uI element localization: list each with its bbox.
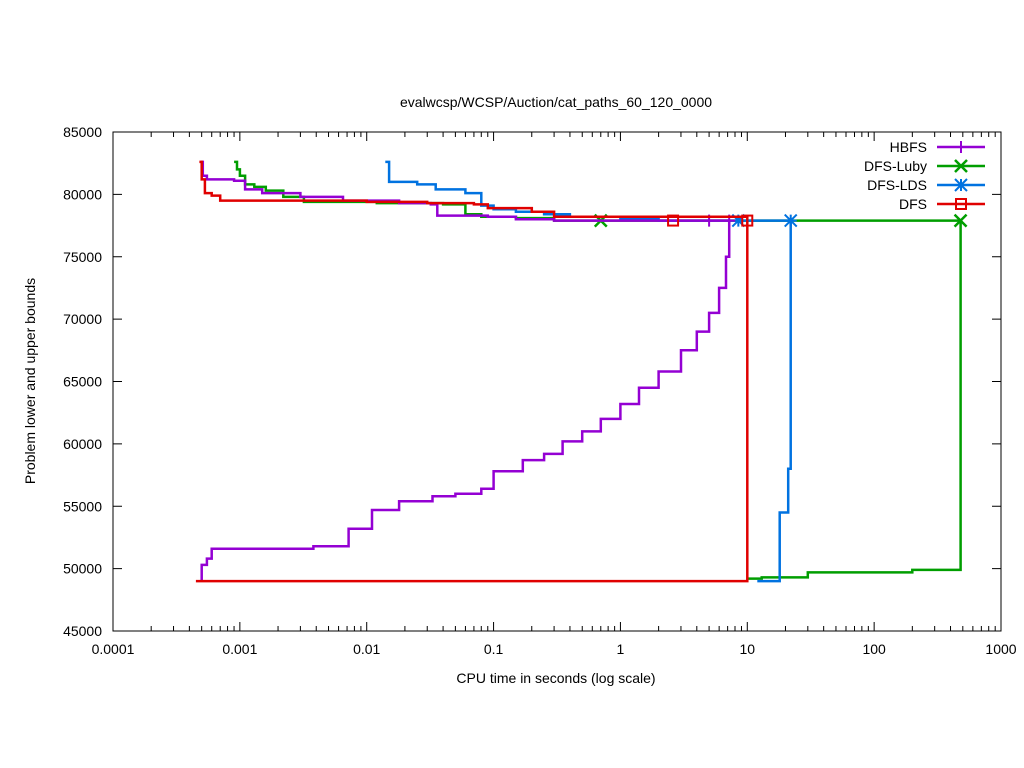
legend-label-dfs: DFS — [899, 196, 927, 212]
y-tick-label: 65000 — [63, 374, 102, 390]
axis-ticks: 45000 50000 55000 60000 65000 70000 75000 80000… — [63, 124, 1017, 657]
point-marker-dfs-lds — [731, 213, 746, 228]
y-tick-label: 85000 — [63, 124, 102, 140]
lower-bound-line-dfs-luby — [747, 220, 962, 580]
point-marker-dfs-luby — [953, 213, 968, 228]
series-dfs-luby — [234, 160, 968, 580]
series-dfs-lds — [385, 160, 798, 583]
legend-marker-dfs — [955, 198, 967, 210]
chart-title: evalwcsp/WCSP/Auction/cat_paths_60_120_0… — [400, 94, 712, 110]
y-tick-label: 60000 — [63, 436, 102, 452]
lower-bound-line-dfs — [195, 220, 749, 583]
legend: HBFS DFS-Luby DFS-LDS DFS — [864, 139, 985, 212]
y-tick-label: 80000 — [63, 186, 102, 202]
x-tick-label: 1 — [617, 641, 625, 657]
upper-bound-line-dfs — [199, 160, 749, 221]
y-tick-label: 45000 — [63, 623, 102, 639]
y-axis-label: Problem lower and upper bounds — [22, 278, 38, 484]
upper-bound-line-dfs-lds — [385, 160, 791, 222]
x-tick-label: 1000 — [985, 641, 1016, 657]
x-tick-label: 0.0001 — [92, 641, 135, 657]
x-tick-label: 0.1 — [484, 641, 504, 657]
point-marker-dfs-lds — [784, 213, 798, 228]
x-axis-label: CPU time in seconds (log scale) — [456, 670, 655, 686]
legend-marker-dfs-lds — [954, 178, 968, 192]
point-marker-dfs — [741, 214, 754, 227]
upper-bound-line-hbfs — [200, 160, 730, 222]
y-tick-label: 50000 — [63, 561, 102, 577]
legend-marker-dfs-luby — [954, 159, 968, 173]
x-tick-label: 0.01 — [353, 641, 380, 657]
legend-marker-hbfs — [955, 141, 967, 153]
x-tick-label: 100 — [862, 641, 886, 657]
lower-bound-line-dfs-lds — [757, 220, 792, 583]
legend-label-dfs-luby: DFS-Luby — [864, 158, 927, 174]
series-hbfs — [200, 160, 736, 582]
series-dfs — [195, 160, 754, 583]
plot-frame — [112, 131, 1002, 632]
x-tick-label: 10 — [739, 641, 755, 657]
x-tick-label: 0.001 — [222, 641, 257, 657]
y-tick-label: 55000 — [63, 498, 102, 514]
plot-area — [112, 131, 1002, 632]
y-tick-label: 70000 — [63, 311, 102, 327]
lower-bound-line-hbfs — [200, 220, 731, 582]
upper-bound-line-dfs-luby — [234, 160, 961, 222]
y-tick-label: 75000 — [63, 249, 102, 265]
point-marker-dfs — [667, 214, 680, 227]
legend-label-hbfs: HBFS — [890, 139, 927, 155]
legend-label-dfs-lds: DFS-LDS — [867, 177, 927, 193]
